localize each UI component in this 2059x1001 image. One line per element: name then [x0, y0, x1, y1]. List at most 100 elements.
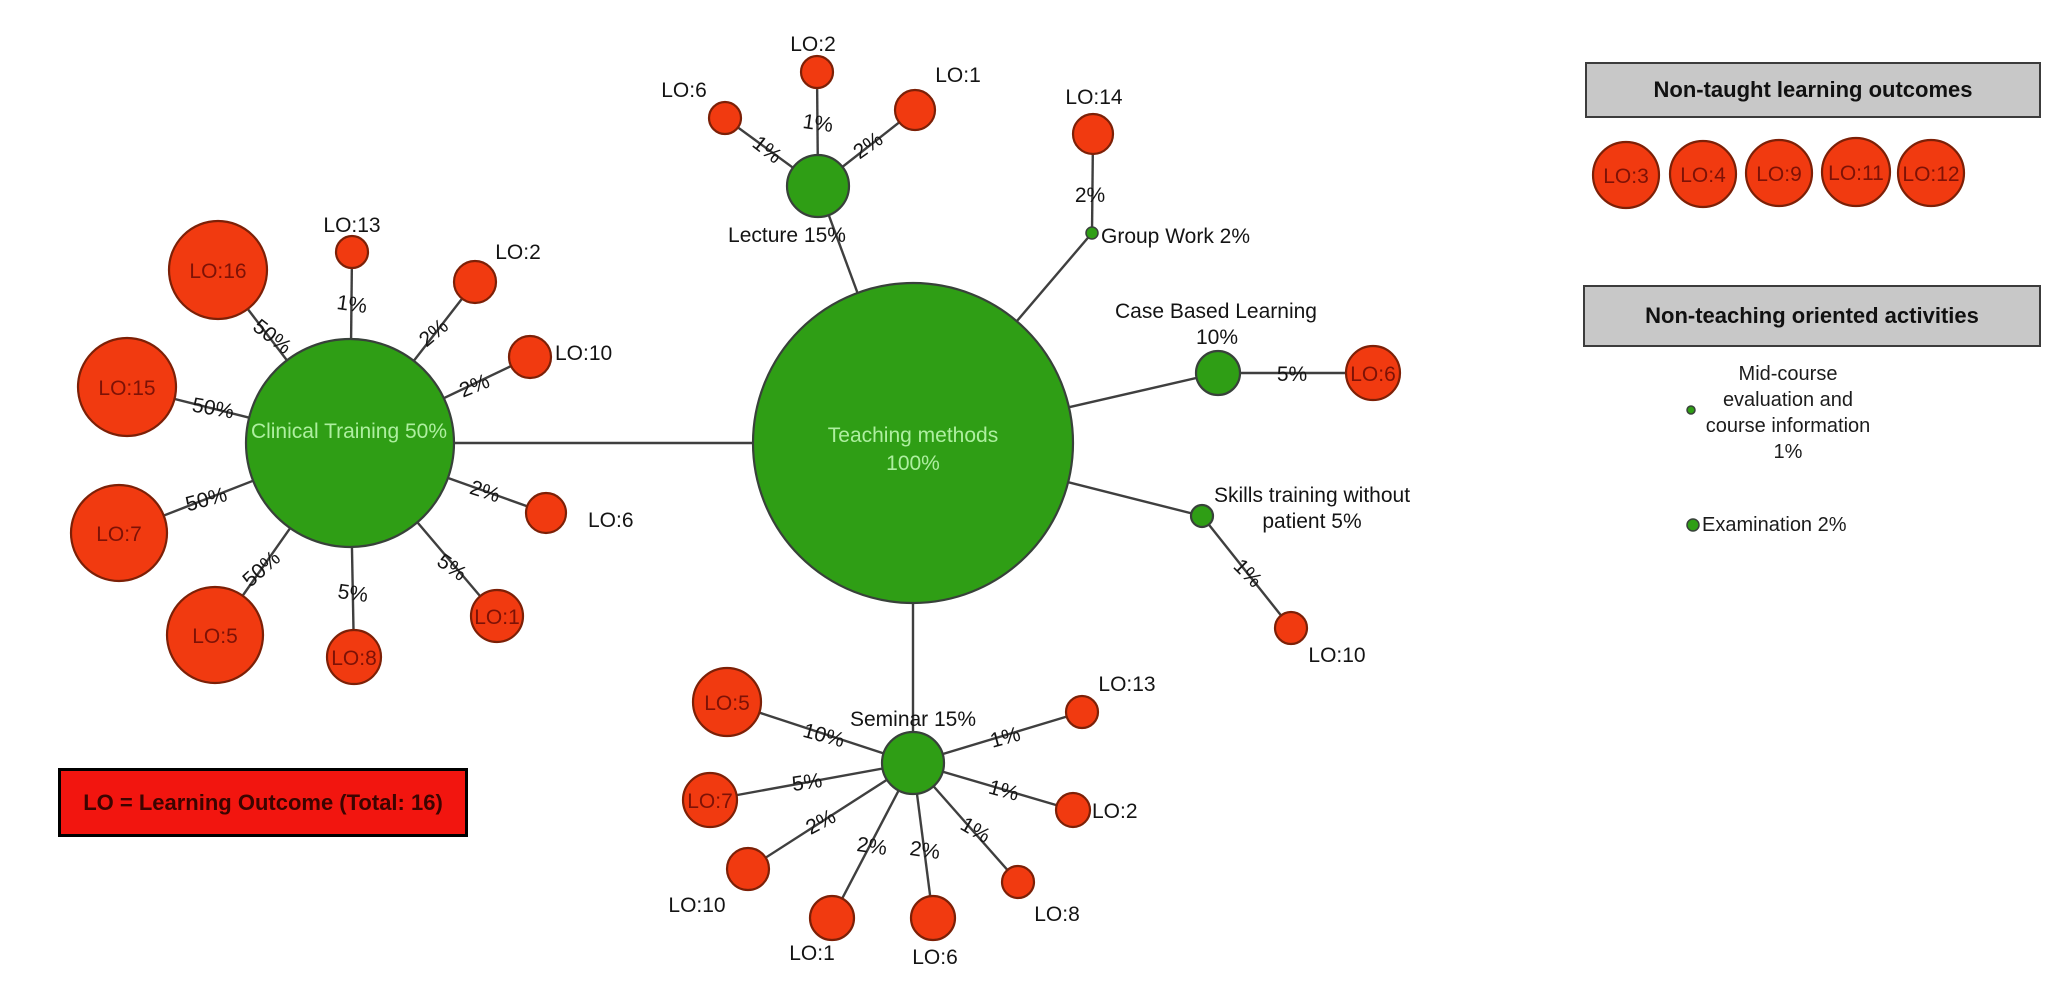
node-skills-training: [1189, 503, 1215, 529]
label-seminar-lo10: LO:10: [668, 894, 725, 917]
node-clinical-lo6: [524, 491, 568, 535]
label-lecture-lo6: LO:6: [661, 79, 707, 102]
label-skills-training: patient 5%: [1262, 510, 1361, 533]
node-clinical-training: [244, 337, 456, 549]
edge-seminar-lo7: [709, 761, 914, 802]
label-case-based-learning: 10%: [1196, 326, 1238, 349]
label-panel-lo4: LO:4: [1680, 164, 1726, 187]
node-examination-dot: [1686, 518, 1700, 532]
node-clinical-lo5: [165, 585, 265, 685]
edge-label-clinical-lo2: 2%: [415, 314, 453, 351]
label-lecture-lo2: LO:2: [790, 33, 836, 56]
node-lecture-lo2: [799, 54, 835, 90]
label-lecture: Lecture 15%: [728, 224, 846, 247]
edge-label-clinical-lo7: 50%: [183, 483, 230, 516]
non-taught-header: Non-taught learning outcomes: [1585, 62, 2041, 118]
node-group-work: [1085, 226, 1099, 240]
node-lo14: [1071, 112, 1115, 156]
edge-label-seminar-lo13: 1%: [988, 723, 1023, 753]
label-panel-lo9: LO:9: [1756, 163, 1802, 186]
label-seminar-lo13: LO:13: [1098, 673, 1155, 696]
non-teaching-header: Non-teaching oriented activities: [1583, 285, 2041, 347]
node-seminar-lo7: [681, 771, 739, 829]
edge-label-clinical-lo8: 5%: [336, 580, 369, 607]
node-panel-lo12: [1896, 138, 1966, 208]
label-cbl-lo6: LO:6: [1350, 363, 1396, 386]
node-panel-lo11: [1820, 136, 1892, 208]
edge-label-lo14-groupwork: 2%: [1075, 184, 1105, 207]
node-clinical-lo1: [469, 588, 525, 644]
edge-label-clinical-lo13: 1%: [335, 291, 368, 318]
label-clinical-lo2: LO:2: [495, 241, 541, 264]
label-clinical-lo1: LO:1: [474, 606, 520, 629]
node-clinical-lo10: [507, 334, 553, 380]
edge-skills-lo10: [1201, 515, 1292, 629]
node-seminar-lo13: [1064, 694, 1100, 730]
edge-label-clinical-lo16: 50%: [248, 315, 295, 359]
node-seminar-lo10: [725, 846, 771, 892]
edge-label-clinical-lo6: 2%: [467, 476, 503, 507]
label-clinical-lo5: LO:5: [192, 625, 238, 648]
edge-label-skills-lo10: 1%: [1229, 555, 1267, 593]
edge-label-clinical-lo1: 5%: [433, 550, 471, 586]
label-seminar: Seminar 15%: [850, 708, 976, 731]
node-clinical-lo8: [325, 628, 383, 686]
edge-label-seminar-lo1: 2%: [855, 833, 888, 860]
node-lecture-lo6: [707, 100, 743, 136]
node-teaching-methods: [751, 281, 1075, 605]
node-clinical-lo2: [452, 259, 498, 305]
label-seminar-lo5: LO:5: [704, 692, 750, 715]
edge-label-seminar-lo2: 1%: [986, 776, 1021, 806]
label-teaching-methods: 100%: [886, 452, 940, 475]
examination-label: Examination 2%: [1702, 514, 1847, 536]
label-seminar-lo8: LO:8: [1034, 903, 1080, 926]
edge-label-seminar-lo5: 10%: [800, 719, 847, 752]
node-case-based-learning: [1194, 349, 1242, 397]
label-clinical-lo15: LO:15: [98, 377, 155, 400]
mid-course-label: Mid-course evaluation and course informa…: [1705, 363, 1871, 463]
edge-label-seminar-lo6: 2%: [908, 837, 941, 864]
label-seminar-lo2: LO:2: [1092, 800, 1138, 823]
edge-seminar-lo10: [747, 761, 914, 871]
label-panel-lo11: LO:11: [1828, 162, 1884, 185]
label-clinical-lo6: LO:6: [588, 509, 634, 532]
node-lecture-lo1: [893, 88, 937, 132]
node-clinical-lo15: [76, 336, 178, 438]
node-panel-lo9: [1744, 138, 1814, 208]
edge-label-cbl-lo6: 5%: [1277, 363, 1307, 386]
label-lo14: LO:14: [1065, 86, 1123, 109]
label-lecture-lo1: LO:1: [935, 64, 981, 87]
node-mid-course-dot: [1686, 405, 1696, 415]
label-group-work: Group Work 2%: [1101, 225, 1250, 248]
label-seminar-lo7: LO:7: [687, 790, 733, 813]
node-lecture: [785, 153, 851, 219]
label-seminar-lo1: LO:1: [789, 942, 835, 965]
label-panel-lo12: LO:12: [1902, 163, 1959, 186]
label-skills-training: Skills training without: [1214, 484, 1410, 507]
label-panel-lo3: LO:3: [1603, 165, 1649, 188]
label-case-based-learning: Case Based Learning: [1115, 300, 1317, 323]
node-seminar-lo8: [1000, 864, 1036, 900]
edge-label-lecture-lo6: 1%: [748, 131, 786, 168]
node-seminar-lo2: [1054, 791, 1092, 829]
node-panel-lo4: [1668, 139, 1738, 209]
edge-label-clinical-lo15: 50%: [190, 394, 235, 424]
label-clinical-training: Clinical Training 50%: [251, 420, 447, 443]
label-clinical-lo13: LO:13: [323, 214, 380, 237]
node-seminar-lo5: [691, 666, 763, 738]
node-clinical-lo13: [334, 234, 370, 270]
edge-label-lecture-lo2: 1%: [801, 110, 834, 137]
node-clinical-lo7: [69, 483, 169, 583]
edge-label-seminar-lo7: 5%: [790, 769, 823, 796]
node-seminar: [880, 730, 946, 796]
node-skills-lo10: [1273, 610, 1309, 646]
node-panel-lo3: [1591, 140, 1661, 210]
label-skills-lo10: LO:10: [1308, 644, 1365, 667]
edge-label-clinical-lo10: 2%: [456, 370, 493, 403]
label-clinical-lo8: LO:8: [331, 647, 377, 670]
node-seminar-lo1: [808, 894, 856, 942]
label-teaching-methods: Teaching methods: [828, 424, 998, 447]
label-clinical-lo7: LO:7: [96, 523, 142, 546]
